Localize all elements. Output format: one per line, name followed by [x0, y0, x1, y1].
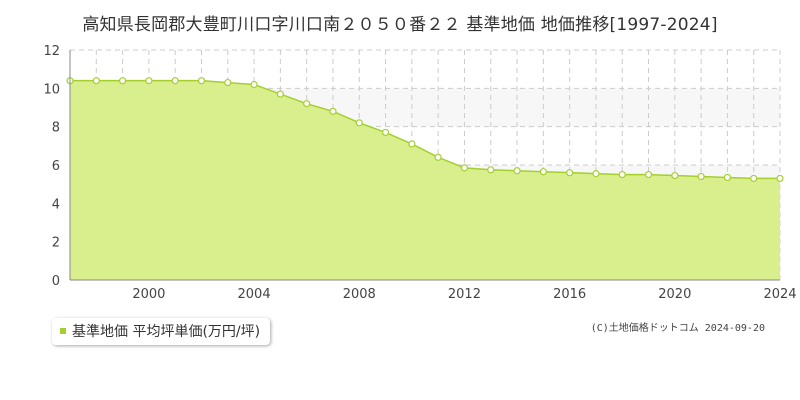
data-point [460, 164, 469, 172]
data-point [355, 119, 363, 127]
data-point [539, 168, 547, 176]
data-point [434, 153, 442, 161]
data-point [513, 167, 521, 175]
series-line [70, 79, 780, 180]
data-point [776, 174, 784, 183]
x-tick-label: 2020 [658, 287, 691, 302]
y-tick-label: 8 [52, 121, 60, 136]
data-point [566, 169, 574, 177]
data-point [697, 172, 705, 181]
x-tick-label: 2000 [132, 287, 165, 302]
data-point [276, 90, 284, 98]
copyright-text: (C)土地価格ドットコム 2024-09-20 [590, 323, 765, 334]
data-point [92, 77, 100, 85]
y-tick-label: 6 [52, 159, 60, 174]
x-tick-label: 2024 [763, 287, 796, 302]
legend[interactable]: 基準地価 平均坪単価(万円/坪) [52, 318, 271, 345]
data-point [671, 171, 679, 180]
data-point [487, 166, 495, 174]
data-point [381, 128, 390, 137]
series-area [70, 80, 780, 281]
data-point [618, 170, 626, 179]
y-tick-label: 10 [43, 82, 60, 97]
data-point [145, 77, 153, 85]
data-point [118, 77, 127, 85]
data-point [224, 78, 232, 87]
y-tick-label: 12 [43, 44, 60, 59]
data-point [250, 80, 258, 89]
legend-label: 基準地価 平均坪単価(万円/坪) [72, 324, 261, 340]
y-tick-label: 4 [52, 197, 60, 212]
chart-title: 高知県長岡郡大豊町川口字川口南２０５０番２２ 基準地価 地価推移[1997-20… [82, 15, 718, 35]
data-point [197, 77, 206, 85]
data-point [592, 170, 600, 178]
y-tick-label: 2 [52, 236, 60, 251]
data-point [329, 107, 337, 115]
y-tick-label: 0 [52, 274, 60, 289]
legend-marker [60, 328, 66, 334]
x-tick-label: 2012 [448, 287, 481, 302]
data-point [644, 170, 653, 179]
data-point [171, 77, 179, 85]
x-tick-label: 2016 [553, 287, 586, 302]
data-point [303, 100, 311, 108]
data-point [408, 140, 416, 148]
x-tick-label: 2004 [238, 287, 271, 302]
data-point [750, 174, 758, 183]
data-point [723, 173, 732, 182]
x-tick-label: 2008 [343, 287, 376, 302]
